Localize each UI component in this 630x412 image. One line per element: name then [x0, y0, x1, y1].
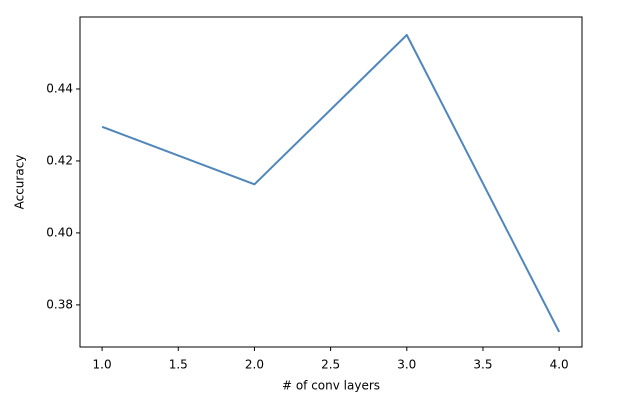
x-tick-label: 3.5 [473, 358, 492, 372]
plot-frame [79, 16, 583, 348]
y-tick-label: 0.44 [46, 81, 73, 95]
x-axis-label: # of conv layers [282, 379, 380, 393]
data-line [101, 33, 561, 333]
x-tick-label: 1.0 [93, 358, 112, 372]
y-tick-label: 0.42 [46, 153, 73, 167]
x-tick-label: 1.5 [169, 358, 188, 372]
x-tick-label: 2.5 [321, 358, 340, 372]
y-tick-label: 0.38 [46, 297, 73, 311]
x-tick-label: 3.0 [397, 358, 416, 372]
x-tick-label: 4.0 [550, 358, 569, 372]
y-tick-label: 0.40 [46, 225, 73, 239]
x-tick-label: 2.0 [245, 358, 264, 372]
y-axis-label: Accuracy [13, 155, 27, 210]
